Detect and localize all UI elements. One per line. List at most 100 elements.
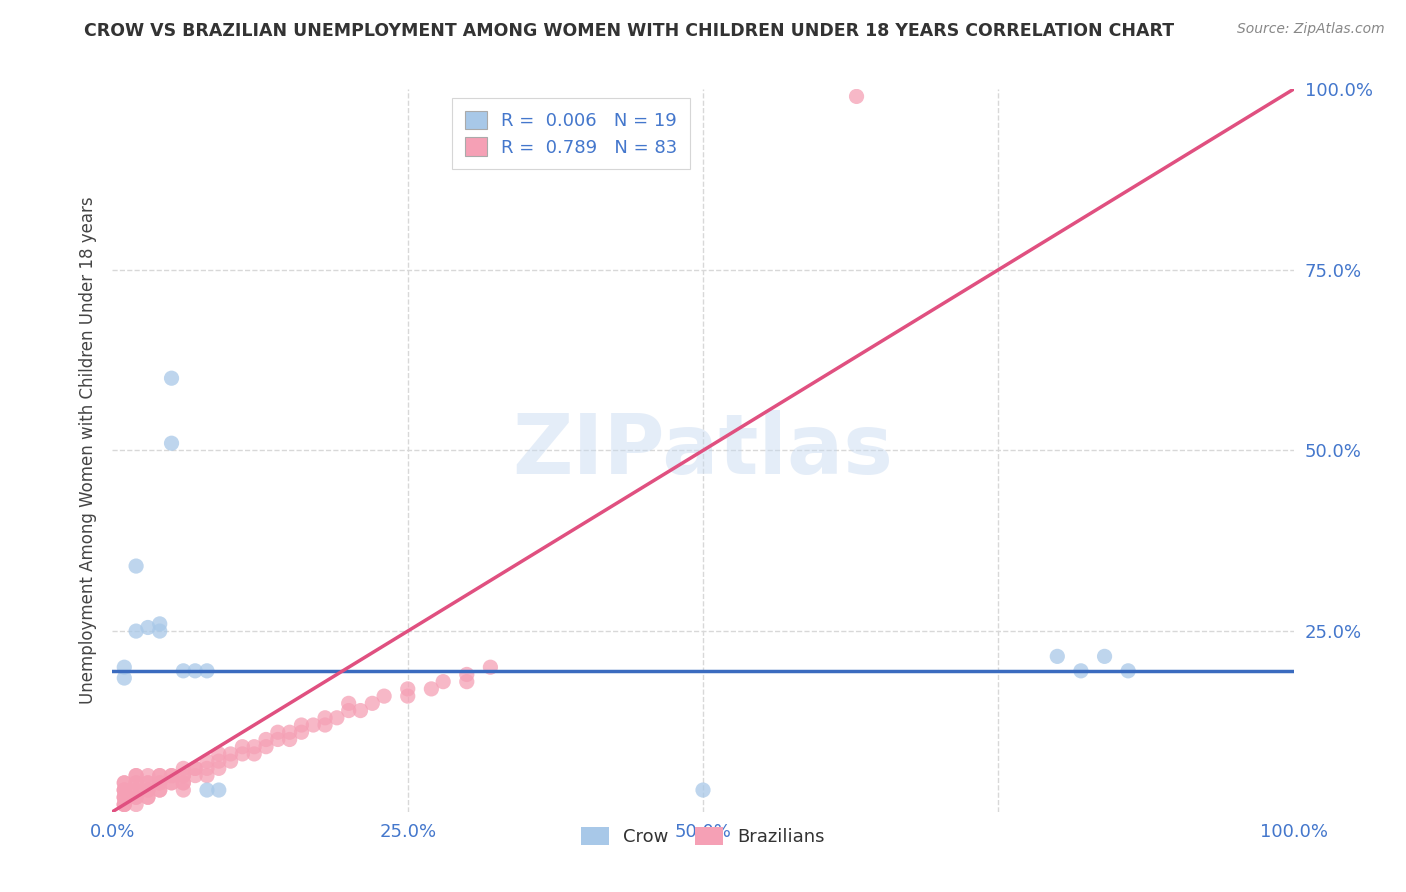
Point [136,776,159,790]
Point [195,754,218,768]
Point [243,739,266,754]
Point [112,797,135,812]
Point [160,371,183,385]
Point [149,769,172,783]
Point [456,674,478,689]
Point [125,624,148,639]
Point [136,783,159,797]
Point [337,696,360,710]
Point [112,776,135,790]
Point [361,696,384,710]
Point [149,616,172,631]
Point [290,718,312,732]
Point [125,776,148,790]
Point [112,783,135,797]
Point [349,704,371,718]
Point [125,790,148,805]
Point [219,747,242,761]
Legend: Crow, Brazilians: Crow, Brazilians [574,820,832,854]
Point [231,747,253,761]
Point [172,783,194,797]
Point [692,783,714,797]
Point [195,761,218,775]
Point [125,797,148,812]
Point [1094,649,1116,664]
Point [184,664,207,678]
Point [125,790,148,805]
Point [479,660,502,674]
Point [195,769,218,783]
Point [149,783,172,797]
Point [326,711,349,725]
Point [112,783,135,797]
Point [172,761,194,775]
Point [208,761,231,775]
Text: CROW VS BRAZILIAN UNEMPLOYMENT AMONG WOMEN WITH CHILDREN UNDER 18 YEARS CORRELAT: CROW VS BRAZILIAN UNEMPLOYMENT AMONG WOM… [84,22,1174,40]
Point [125,769,148,783]
Point [267,725,290,739]
Point [254,739,277,754]
Point [208,747,231,761]
Point [125,769,148,783]
Point [172,769,194,783]
Point [136,620,159,634]
Point [160,769,183,783]
Point [195,783,218,797]
Point [254,732,277,747]
Point [160,769,183,783]
Point [278,725,301,739]
Point [231,739,253,754]
Point [219,754,242,768]
Point [396,689,419,703]
Point [112,671,135,685]
Point [136,783,159,797]
Point [1116,664,1139,678]
Point [160,436,183,450]
Point [373,689,395,703]
Point [125,783,148,797]
Point [195,664,218,678]
Point [184,761,207,775]
Point [845,89,868,103]
Point [172,776,194,790]
Point [160,776,183,790]
Point [396,681,419,696]
Point [302,718,325,732]
Point [112,797,135,812]
Text: ZIPatlas: ZIPatlas [513,410,893,491]
Point [125,776,148,790]
Point [337,704,360,718]
Point [112,797,135,812]
Point [172,776,194,790]
Point [112,783,135,797]
Point [456,667,478,681]
Point [172,769,194,783]
Point [136,790,159,805]
Point [314,711,336,725]
Point [432,674,454,689]
Point [1070,664,1092,678]
Point [160,776,183,790]
Point [112,790,135,805]
Point [149,776,172,790]
Point [184,761,207,775]
Point [136,769,159,783]
Point [136,776,159,790]
Text: Source: ZipAtlas.com: Source: ZipAtlas.com [1237,22,1385,37]
Point [243,747,266,761]
Point [172,664,194,678]
Point [112,776,135,790]
Point [208,783,231,797]
Point [125,559,148,574]
Point [112,790,135,805]
Point [149,624,172,639]
Point [112,790,135,805]
Point [136,790,159,805]
Point [149,776,172,790]
Point [184,769,207,783]
Point [267,732,290,747]
Point [314,718,336,732]
Point [125,783,148,797]
Y-axis label: Unemployment Among Women with Children Under 18 years: Unemployment Among Women with Children U… [79,196,97,705]
Point [278,732,301,747]
